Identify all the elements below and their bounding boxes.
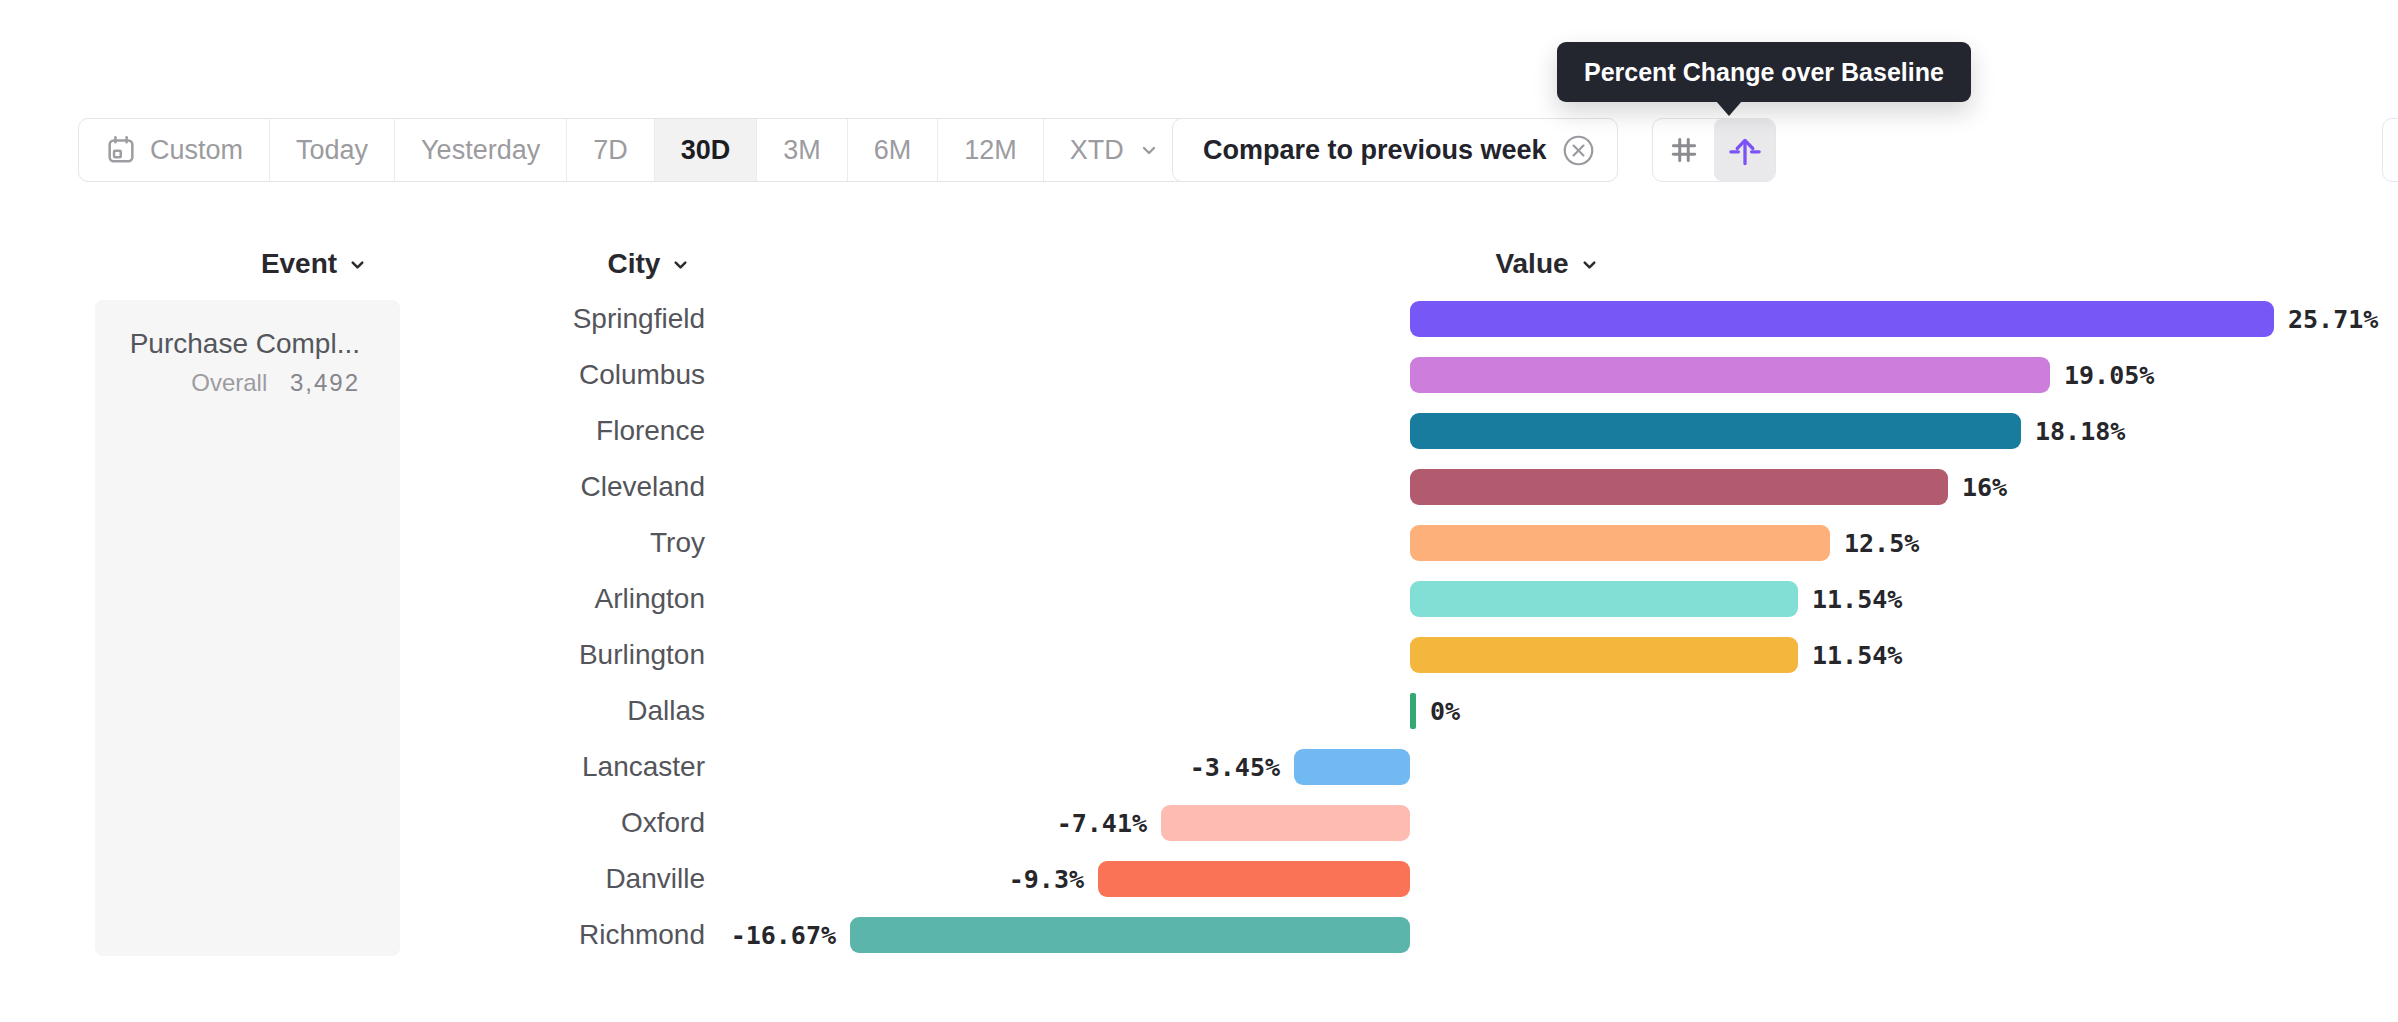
range-button-6m[interactable]: 6M [848,119,939,181]
chart-row: Oxford -7.41% [0,795,2398,851]
range-label: Custom [150,135,243,166]
partial-button-right-edge[interactable] [2382,118,2398,182]
city-label: Troy [0,515,705,571]
chart-row: Arlington 11.54% [0,571,2398,627]
column-header-label: Event [261,248,337,280]
value-bar[interactable] [1161,805,1410,841]
compare-chip-label: Compare to previous week [1203,135,1547,166]
value-bar[interactable] [1410,357,2050,393]
value-bar[interactable] [1410,469,1948,505]
chart-row: Troy 12.5% [0,515,2398,571]
chevron-down-icon [1578,253,1601,276]
chart-row: Burlington 11.54% [0,627,2398,683]
range-label: XTD [1070,135,1124,166]
grid-view-button[interactable] [1653,119,1714,181]
chart-row: Springfield 25.71% [0,291,2398,347]
city-label: Cleveland [0,459,705,515]
value-label: -9.3% [1009,861,1084,897]
value-label: 25.71% [2288,301,2378,337]
value-bar[interactable] [1098,861,1410,897]
column-header-value[interactable]: Value [1433,245,1663,283]
value-label: -7.41% [1057,805,1147,841]
range-label: 3M [783,135,821,166]
city-label: Columbus [0,347,705,403]
city-label: Arlington [0,571,705,627]
range-button-30d[interactable]: 30D [655,119,758,181]
value-label: 19.05% [2064,357,2154,393]
city-label: Richmond [0,907,705,963]
range-button-12m[interactable]: 12M [938,119,1044,181]
value-bar[interactable] [1410,301,2274,337]
column-header-label: City [608,248,661,280]
range-label: 6M [874,135,912,166]
close-circle-icon[interactable] [1562,134,1595,167]
range-button-custom[interactable]: Custom [79,119,270,181]
range-label: 7D [593,135,628,166]
city-label: Springfield [0,291,705,347]
percent-change-view-button[interactable] [1714,119,1775,181]
range-label: Yesterday [421,135,540,166]
chevron-down-icon [669,253,692,276]
chart-row: Cleveland 16% [0,459,2398,515]
arrow-up-from-line-icon [1727,132,1763,168]
range-button-7d[interactable]: 7D [567,119,655,181]
value-label: 11.54% [1812,637,1902,673]
bar-chart: Springfield 25.71% Columbus 19.05% Florence 1… [0,291,2398,963]
value-label: 12.5% [1844,525,1919,561]
calendar-icon [105,134,137,166]
value-bar[interactable] [1410,637,1798,673]
value-label: 0% [1430,693,1460,729]
chart-row: Dallas 0% [0,683,2398,739]
range-button-xtd[interactable]: XTD [1044,119,1187,181]
city-label: Lancaster [0,739,705,795]
column-header-event[interactable]: Event [200,245,430,283]
date-range-toolbar: Custom Today Yesterday 7D 30D 3M 6M 12M … [78,118,1188,182]
compare-chip[interactable]: Compare to previous week [1172,118,1618,182]
value-label: 18.18% [2035,413,2125,449]
value-label: 11.54% [1812,581,1902,617]
chevron-down-icon [346,253,369,276]
value-bar[interactable] [1294,749,1410,785]
city-label: Danville [0,851,705,907]
column-header-label: Value [1495,248,1568,280]
view-toggle [1652,118,1776,182]
value-bar[interactable] [850,917,1410,953]
tooltip-percent-change: Percent Change over Baseline [1557,42,1971,102]
value-bar[interactable] [1410,693,1416,729]
chart-row: Columbus 19.05% [0,347,2398,403]
grid-icon [1667,133,1701,167]
value-label: 16% [1962,469,2007,505]
chart-row: Richmond -16.67% [0,907,2398,963]
range-button-3m[interactable]: 3M [757,119,848,181]
value-bar[interactable] [1410,581,1798,617]
chevron-down-icon [1137,138,1161,162]
range-button-yesterday[interactable]: Yesterday [395,119,567,181]
value-label: -16.67% [731,917,836,953]
city-label: Dallas [0,683,705,739]
city-label: Florence [0,403,705,459]
range-label: 30D [681,135,731,166]
range-button-today[interactable]: Today [270,119,395,181]
tooltip-text: Percent Change over Baseline [1584,58,1944,87]
range-label: 12M [964,135,1017,166]
tooltip-arrow [1716,101,1742,116]
column-header-city[interactable]: City [535,245,765,283]
range-label: Today [296,135,368,166]
city-label: Oxford [0,795,705,851]
chart-row: Lancaster -3.45% [0,739,2398,795]
value-bar[interactable] [1410,413,2021,449]
value-bar[interactable] [1410,525,1830,561]
value-label: -3.45% [1190,749,1280,785]
city-label: Burlington [0,627,705,683]
chart-row: Florence 18.18% [0,403,2398,459]
chart-row: Danville -9.3% [0,851,2398,907]
